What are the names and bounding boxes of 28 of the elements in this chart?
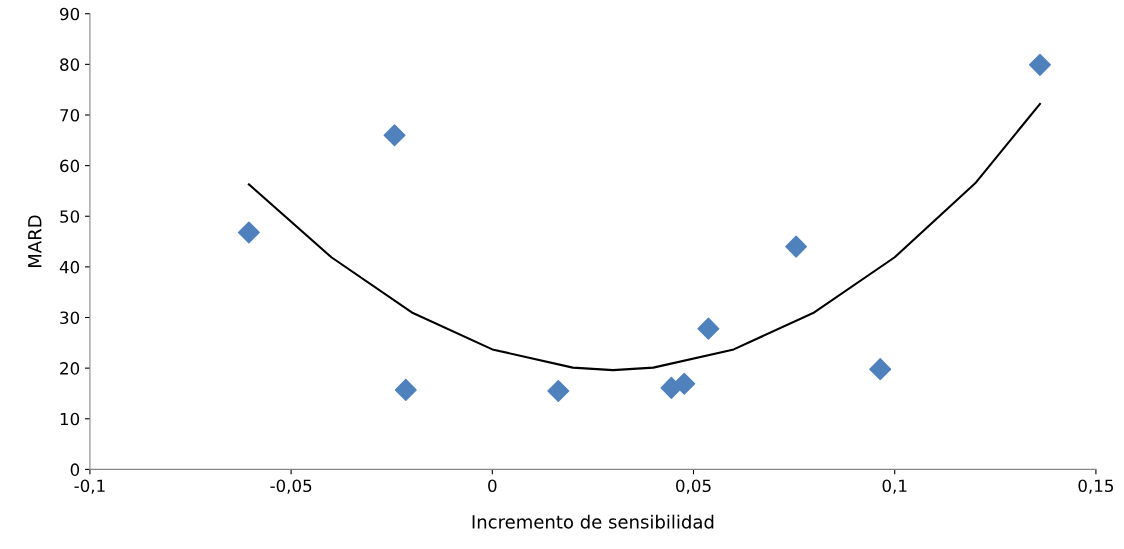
y-tick-label: 90 [60, 7, 80, 21]
x-tick-label: 0,05 [676, 479, 711, 494]
point [785, 235, 808, 258]
point [869, 358, 892, 381]
y-tick-label: 40 [59, 260, 80, 274]
x-tick-label: -0,05 [270, 479, 312, 494]
point [697, 317, 720, 340]
x-tick-label: 0,15 [1078, 479, 1113, 494]
line-series [247, 102, 1042, 372]
point [673, 372, 696, 395]
y-tick-label: 0 [70, 463, 80, 476]
x-axis-title: Incremento de sensibilidad [472, 514, 714, 529]
y-tick-label: 80 [60, 58, 80, 71]
x-tick-label: 0,1 [882, 479, 907, 494]
y-tick-label: 20 [60, 362, 80, 375]
point [237, 221, 260, 244]
y-tick-label: 60 [60, 159, 80, 173]
y-tick-label: 30 [60, 311, 80, 325]
y-axis-title: MARD [28, 215, 42, 267]
y-tick-label: 70 [60, 108, 80, 122]
x-tick-label: 0 [488, 479, 497, 493]
y-tick-label: 50 [60, 210, 80, 223]
x-tick-label: -0,1 [74, 479, 105, 494]
point [394, 378, 417, 401]
point [383, 124, 406, 147]
point [547, 379, 570, 402]
point [1028, 53, 1051, 76]
y-tick-label: 10 [60, 412, 80, 426]
